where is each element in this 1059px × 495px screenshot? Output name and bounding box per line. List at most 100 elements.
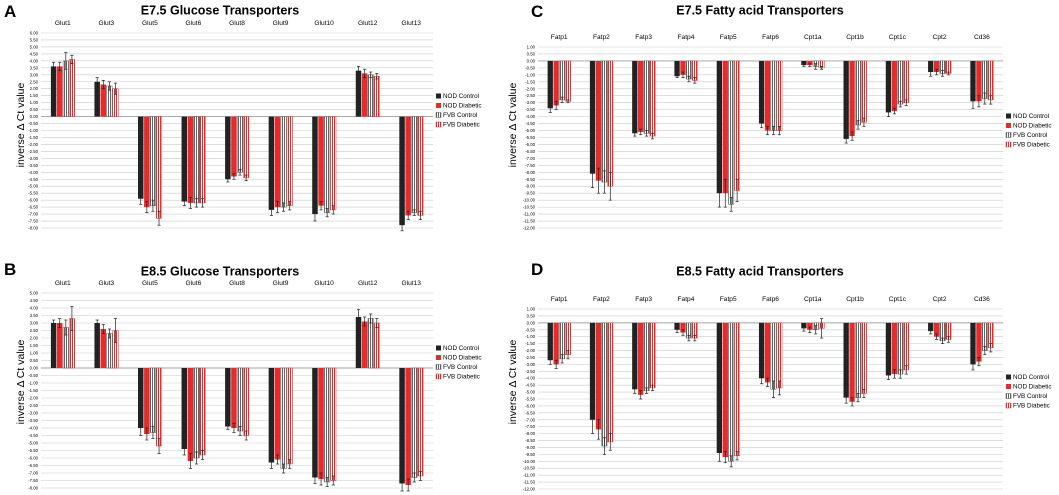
bar-fvb-diabetic xyxy=(199,367,206,456)
y-tick-label: -5.00 xyxy=(525,390,535,395)
y-tick-label: 5.00 xyxy=(30,44,39,49)
category-label: Cd36 xyxy=(974,34,990,41)
bar-fvb-diabetic xyxy=(286,367,293,465)
bar-fvb-control xyxy=(643,322,650,391)
y-tick-label: -6.50 xyxy=(28,205,38,210)
y-tick-label: -5.50 xyxy=(28,448,38,453)
bar-nod-diabetic xyxy=(318,368,324,479)
y-tick-label: -0.50 xyxy=(28,121,38,126)
category-label: Glut12 xyxy=(358,20,378,27)
bar-nod-diabetic xyxy=(638,322,644,395)
legend-label: NOD Diabetic xyxy=(1013,384,1052,391)
bar-fvb-control xyxy=(106,85,113,117)
category-label: Glut5 xyxy=(142,280,158,287)
legend-label: FVB Diabetic xyxy=(1013,142,1050,149)
category-label: Glut5 xyxy=(142,20,158,27)
y-tick-label: -1.50 xyxy=(525,341,535,346)
y-tick-label: 3.00 xyxy=(30,321,39,326)
category-label: Glut8 xyxy=(229,280,245,287)
bar-fvb-diabetic xyxy=(861,60,867,123)
legend-label: FVB Control xyxy=(443,364,477,371)
bar-nod-diabetic xyxy=(638,60,644,132)
bar-nod-diabetic xyxy=(274,368,281,460)
bar-nod-control xyxy=(355,317,362,368)
category-label: Fatp2 xyxy=(593,296,610,303)
bar-fvb-control xyxy=(193,367,200,459)
bar-nod-control xyxy=(716,322,723,453)
y-tick-label: -12.00 xyxy=(523,226,536,231)
y-tick-label: 2.00 xyxy=(30,336,39,341)
y-tick-label: -6.50 xyxy=(525,149,535,154)
bar-fvb-control xyxy=(280,367,287,469)
bar-nod-control xyxy=(716,60,723,194)
bar-fvb-diabetic xyxy=(243,367,250,436)
y-tick-label: -3.00 xyxy=(525,362,535,367)
y-tick-label: -4.00 xyxy=(525,114,535,119)
bar-nod-control xyxy=(928,322,934,332)
legend-label: NOD Control xyxy=(1013,374,1049,381)
y-tick-label: -2.50 xyxy=(28,403,38,408)
y-tick-label: 0.00 xyxy=(30,366,39,371)
bar-nod-control xyxy=(181,116,188,202)
category-label: Glut8 xyxy=(229,20,245,27)
bar-nod-control xyxy=(399,368,405,484)
legend-swatch xyxy=(1005,132,1012,138)
y-tick-label: -2.50 xyxy=(28,149,38,154)
bar-fvb-control xyxy=(559,60,566,101)
panel-c: C E7.5 Fatty acid Transporters inverse Δ C… xyxy=(507,2,1052,231)
bar-nod-control xyxy=(801,60,807,66)
y-tick-label: -12.00 xyxy=(523,487,536,492)
bar-fvb-diabetic xyxy=(734,322,741,457)
y-tick-label: -4.50 xyxy=(525,383,535,388)
y-tick-label: -4.50 xyxy=(28,177,38,182)
legend-swatch xyxy=(1006,374,1011,380)
chart-title: E8.5 Glucose Transporters xyxy=(141,264,299,278)
legend-label: FVB Diabetic xyxy=(1013,403,1050,410)
legend-swatch xyxy=(436,103,441,108)
y-tick-label: -1.00 xyxy=(28,128,38,133)
y-tick-label: -5.50 xyxy=(525,135,535,140)
bar-nod-control xyxy=(268,116,275,210)
bar-nod-diabetic xyxy=(595,60,602,181)
bar-fvb-diabetic xyxy=(286,116,293,206)
bar-nod-diabetic xyxy=(100,329,107,368)
y-tick-label: 0.50 xyxy=(527,51,536,56)
category-label: Fatp5 xyxy=(720,34,737,41)
y-tick-label: -3.50 xyxy=(28,163,38,168)
bar-nod-diabetic xyxy=(405,368,411,485)
bar-nod-control xyxy=(50,66,57,117)
y-tick-label: -6.00 xyxy=(28,456,38,461)
bar-nod-control xyxy=(589,322,596,420)
bar-fvb-diabetic xyxy=(565,322,571,355)
bar-nod-diabetic xyxy=(807,322,813,330)
bar-nod-diabetic xyxy=(100,84,107,117)
category-label: Glut9 xyxy=(273,20,289,27)
legend: NOD Control NOD Diabetic FVB Control FVB Di… xyxy=(435,345,482,381)
y-tick-label: -4.00 xyxy=(525,376,535,381)
y-tick-label: -1.50 xyxy=(28,135,38,140)
y-tick-label: -5.50 xyxy=(28,191,38,196)
bar-fvb-diabetic xyxy=(607,322,614,443)
legend-swatch xyxy=(436,93,441,99)
bar-nod-diabetic xyxy=(891,60,898,112)
bar-fvb-diabetic xyxy=(649,60,656,137)
bar-nod-diabetic xyxy=(680,60,686,75)
bar-nod-control xyxy=(225,116,231,180)
legend-swatch xyxy=(1006,113,1011,119)
y-tick-label: -8.00 xyxy=(28,486,38,491)
bar-fvb-control xyxy=(643,60,650,134)
bar-fvb-control xyxy=(106,333,113,369)
legend-label: FVB Control xyxy=(443,112,477,119)
category-label: Cpt1b xyxy=(846,296,864,303)
legend-swatch xyxy=(435,121,442,128)
bar-fvb-control xyxy=(897,322,904,375)
y-axis-label: inverse Δ Ct value xyxy=(507,83,519,168)
panel-d: D E8.5 Fatty acid Transporters inverse Δ C… xyxy=(507,260,1052,492)
legend-swatch xyxy=(436,345,441,351)
legend-swatch xyxy=(435,112,442,118)
bar-fvb-control xyxy=(601,322,608,447)
y-tick-label: -8.00 xyxy=(28,226,38,231)
panel-letter: C xyxy=(531,2,543,21)
category-label: Cpt1a xyxy=(804,296,822,303)
